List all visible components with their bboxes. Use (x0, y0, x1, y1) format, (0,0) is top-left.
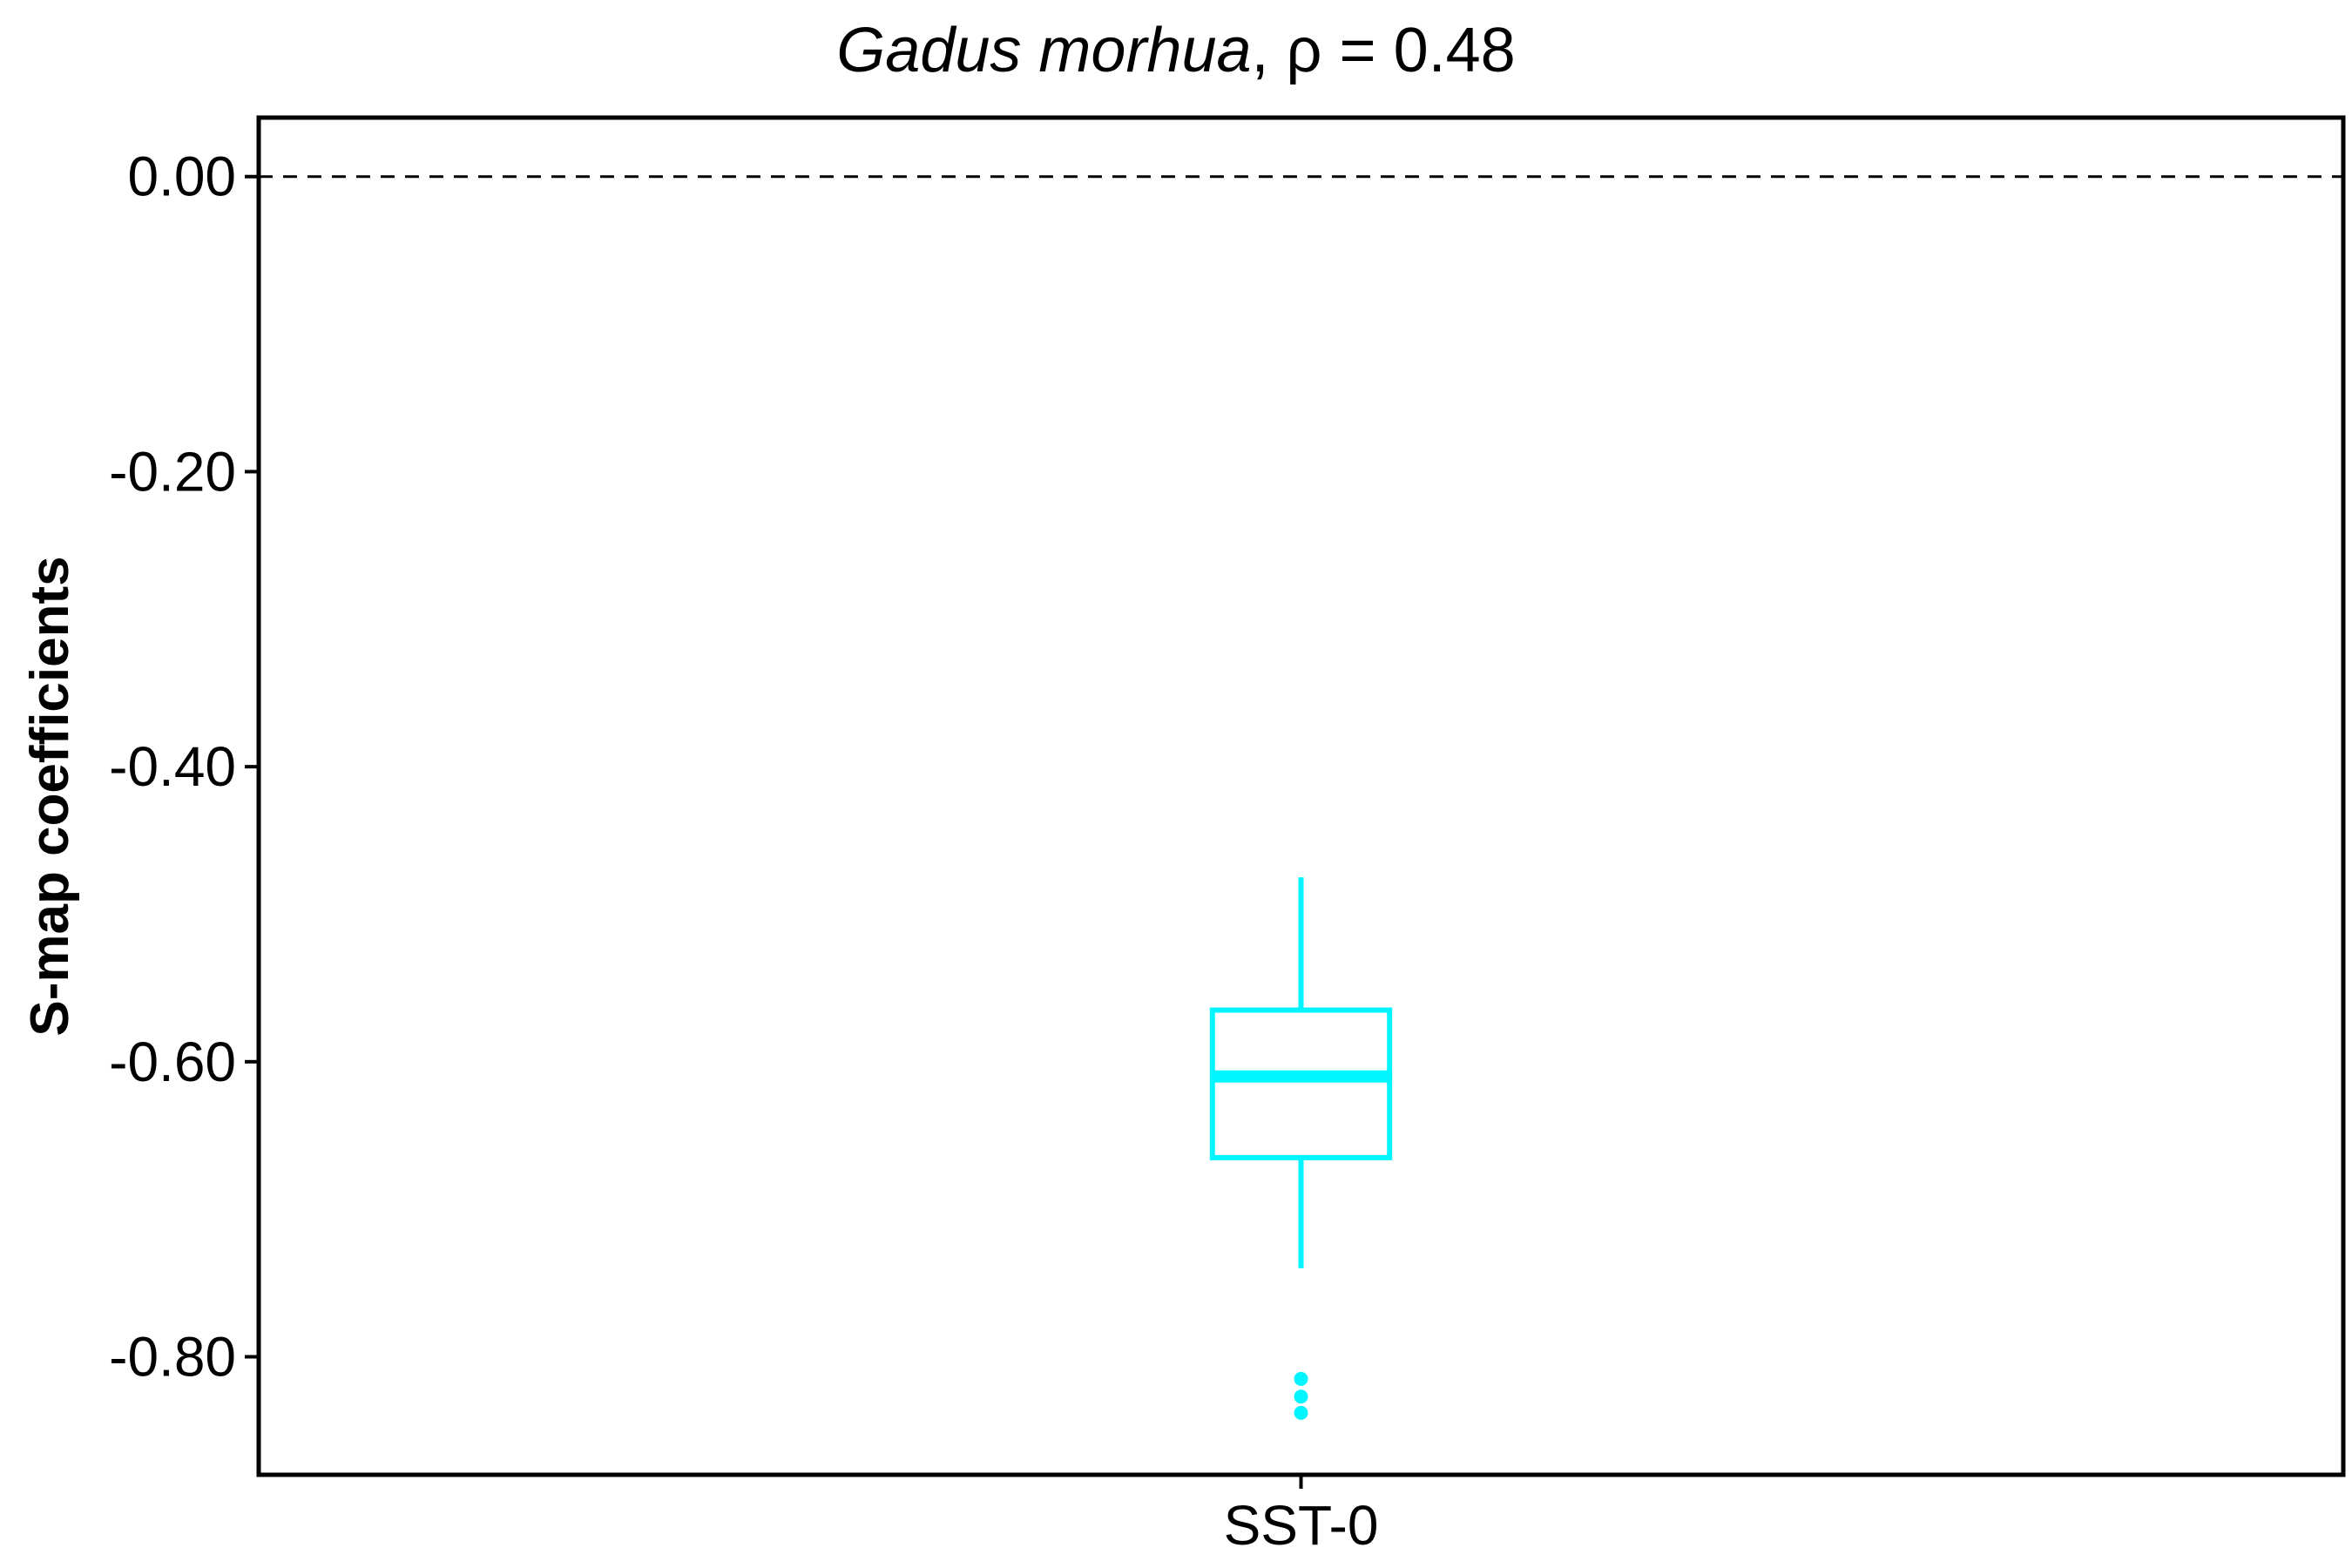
chart-title: Gadus morhua, ρ = 0.48 (836, 16, 1515, 85)
x-axis-ticks: SST-0 (1224, 1475, 1379, 1557)
boxplot-series (1209, 877, 1393, 1420)
outlier-point (1294, 1389, 1308, 1404)
outlier-point (1294, 1371, 1308, 1386)
y-tick-label: -0.80 (109, 1326, 236, 1389)
y-tick-label: 0.00 (127, 145, 236, 208)
y-axis-title: S-map coefficients (20, 556, 80, 1036)
iqr-box (1209, 1007, 1393, 1160)
y-tick-label: -0.20 (109, 440, 236, 503)
x-tick-label: SST-0 (1224, 1494, 1379, 1557)
outlier-point (1294, 1405, 1308, 1420)
boxplot-sst-0 (1209, 877, 1393, 1420)
chart-title-stat: , ρ = 0.48 (1252, 16, 1516, 85)
plot-panel-border (256, 115, 2346, 1477)
y-tick-label: -0.40 (109, 735, 236, 798)
y-tick-label: -0.60 (109, 1031, 236, 1093)
y-axis-ticks: 0.00 -0.20 -0.40 -0.60 -0.80 (109, 145, 259, 1389)
chart-title-species: Gadus morhua (836, 16, 1251, 85)
